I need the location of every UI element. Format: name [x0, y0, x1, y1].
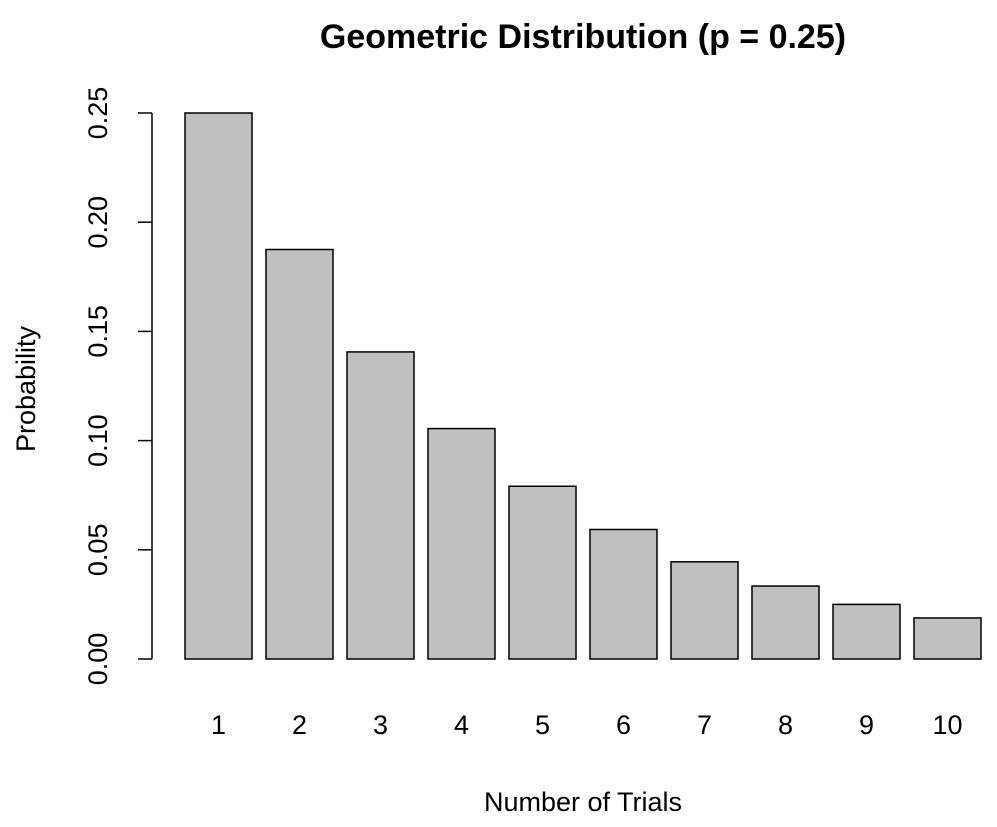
bar — [184, 112, 253, 660]
bar — [832, 603, 901, 660]
bar — [670, 561, 739, 660]
bar — [913, 617, 982, 660]
x-tick-label: 8 — [778, 710, 793, 740]
x-tick-labels: 1 2 3 4 5 6 7 8 9 10 — [211, 710, 963, 740]
bar — [751, 585, 820, 660]
x-tick-label: 5 — [535, 710, 550, 740]
x-tick-label: 1 — [211, 710, 226, 740]
x-axis-label: Number of Trials — [484, 787, 682, 817]
bar — [427, 427, 496, 660]
bar — [346, 351, 415, 660]
x-tick-label: 3 — [373, 710, 388, 740]
y-tick-label: 0.20 — [83, 196, 113, 249]
y-tick-label: 0.25 — [83, 87, 113, 140]
y-axis-label: Probability — [11, 325, 41, 452]
x-tick-label: 6 — [616, 710, 631, 740]
bar — [589, 528, 658, 660]
bars-group — [184, 112, 982, 660]
y-tick-label: 0.10 — [83, 414, 113, 467]
y-tick-label: 0.05 — [83, 524, 113, 577]
x-tick-label: 4 — [454, 710, 469, 740]
y-axis: 0.00 0.05 0.10 0.15 0.20 0.25 — [83, 87, 153, 686]
bar — [508, 485, 577, 660]
chart-title: Geometric Distribution (p = 0.25) — [320, 18, 846, 56]
y-tick-label: 0.15 — [83, 305, 113, 358]
x-tick-label: 2 — [292, 710, 307, 740]
x-tick-label: 7 — [697, 710, 712, 740]
x-tick-label: 10 — [932, 710, 962, 740]
y-tick-label: 0.00 — [83, 633, 113, 686]
x-tick-label: 9 — [859, 710, 874, 740]
bar — [265, 248, 334, 660]
